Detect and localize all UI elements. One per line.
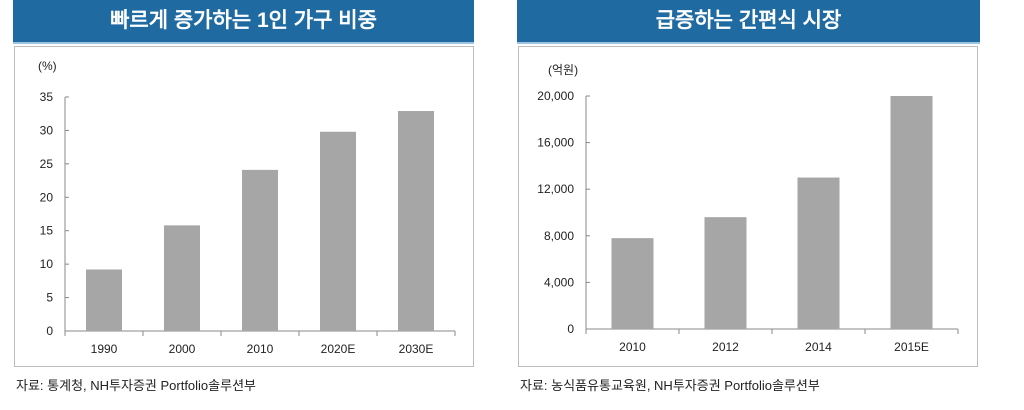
left-y-tick-label: 15	[40, 224, 54, 238]
left-x-tick-label: 2030E	[399, 342, 434, 356]
left-bar	[398, 111, 434, 331]
right-chart-source: 자료: 농식품유통교육원, NH투자증권 Portfolio솔루션부	[520, 378, 820, 393]
right-chart-panel	[518, 46, 978, 367]
left-x-tick-label: 1990	[91, 342, 118, 356]
left-x-tick-label: 2010	[247, 342, 274, 356]
right-x-tick-label: 2010	[619, 340, 646, 354]
left-y-tick-label: 20	[40, 190, 54, 204]
left-y-tick-label: 30	[40, 123, 54, 137]
right-bar	[611, 238, 654, 329]
right-y-tick-label: 20,000	[537, 89, 574, 103]
left-y-tick-label: 10	[40, 257, 54, 271]
right-y-tick-label: 12,000	[537, 182, 574, 196]
left-y-tick-label: 35	[40, 90, 54, 104]
right-bar	[797, 177, 840, 329]
left-bar	[242, 169, 278, 331]
left-bar	[164, 225, 200, 331]
left-y-tick-label: 25	[40, 157, 54, 171]
left-chart-panel	[14, 46, 474, 367]
left-bar	[320, 131, 356, 331]
right-y-tick-label: 4,000	[544, 275, 574, 289]
right-bar	[704, 217, 747, 329]
left-y-tick-label: 5	[46, 291, 53, 305]
right-y-tick-label: 0	[567, 322, 574, 336]
left-unit-label: (%)	[38, 59, 57, 73]
right-x-tick-label: 2014	[805, 340, 832, 354]
right-y-tick-label: 8,000	[544, 229, 574, 243]
right-y-tick-label: 16,000	[537, 136, 574, 150]
left-chart-title: 빠르게 증가하는 1인 가구 비중	[13, 0, 474, 44]
right-bar	[890, 96, 933, 329]
right-x-tick-label: 2012	[712, 340, 739, 354]
left-y-tick-label: 0	[46, 324, 53, 338]
left-x-tick-label: 2000	[169, 342, 196, 356]
left-chart-source: 자료: 통계청, NH투자증권 Portfolio솔루션부	[16, 378, 257, 393]
left-x-tick-label: 2020E	[321, 342, 356, 356]
left-bar	[86, 269, 122, 331]
right-unit-label: (억원)	[548, 63, 578, 77]
right-chart-title: 급증하는 간편식 시장	[517, 0, 980, 44]
right-x-tick-label: 2015E	[894, 340, 929, 354]
